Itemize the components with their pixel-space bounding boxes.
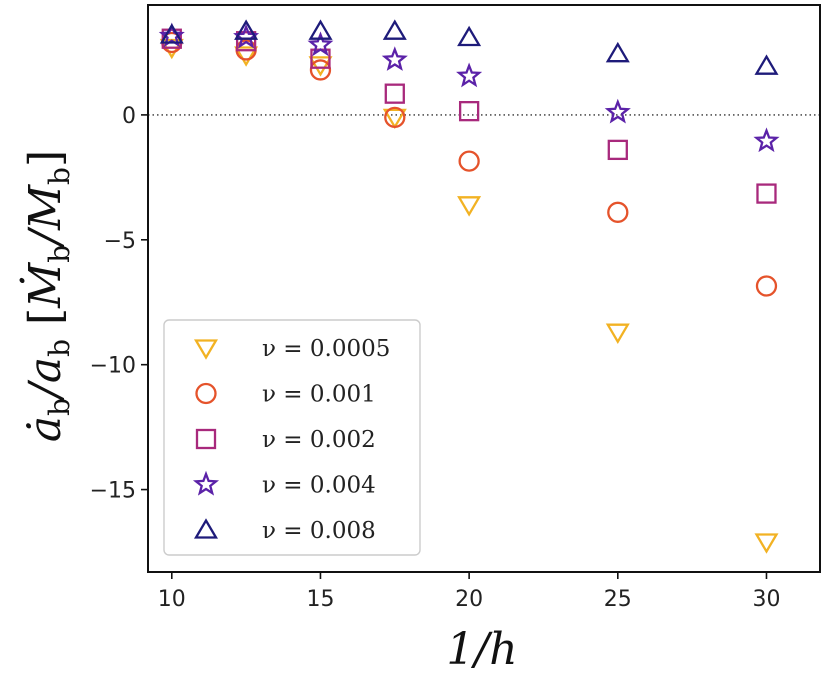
series-2 bbox=[161, 31, 778, 297]
x-tick-label: 10 bbox=[158, 587, 186, 612]
data-point bbox=[382, 19, 407, 40]
data-point bbox=[605, 41, 630, 63]
data-point bbox=[159, 23, 184, 44]
x-tick-label: 25 bbox=[604, 587, 632, 612]
legend-label: ν = 0.002 bbox=[262, 427, 376, 453]
data-point bbox=[755, 275, 778, 297]
series-1 bbox=[159, 38, 779, 554]
data-point bbox=[308, 19, 333, 40]
legend-entry: ν = 0.002 bbox=[195, 427, 376, 453]
data-point bbox=[753, 127, 780, 153]
x-tick-label: 15 bbox=[306, 587, 334, 612]
legend-marker bbox=[192, 470, 220, 496]
legend-label: ν = 0.008 bbox=[262, 518, 376, 544]
data-point bbox=[607, 139, 628, 161]
data-point bbox=[605, 323, 630, 344]
plot-frame bbox=[147, 4, 821, 573]
y-tick-label: 0 bbox=[122, 104, 136, 129]
x-axis-title: 1/h bbox=[446, 624, 517, 673]
data-point bbox=[756, 183, 777, 204]
legend-entry: ν = 0.0005 bbox=[193, 336, 390, 362]
axes: 10 15 20 25 30 0 −5 −10 −15 bbox=[90, 4, 821, 612]
legend-marker bbox=[193, 339, 219, 360]
data-point bbox=[308, 56, 333, 77]
data-point bbox=[457, 25, 482, 47]
svg-text:ȧb/ab [Ṁb/Mb]: ȧb/ab [Ṁb/Mb] bbox=[18, 150, 76, 442]
data-point bbox=[307, 31, 334, 57]
data-point bbox=[381, 46, 408, 71]
legend-label: ν = 0.004 bbox=[262, 473, 376, 499]
series-5 bbox=[159, 19, 779, 75]
data-point bbox=[384, 83, 405, 104]
data-point bbox=[309, 59, 332, 81]
x-tick-label: 20 bbox=[455, 587, 483, 612]
y-axis-title: ȧb/ab [Ṁb/Mb] bbox=[18, 150, 76, 442]
legend-marker bbox=[193, 518, 219, 539]
y-tick-label: −15 bbox=[90, 479, 136, 504]
legend-entry: ν = 0.004 bbox=[192, 470, 376, 499]
legend-marker bbox=[195, 428, 217, 450]
legend-label: ν = 0.0005 bbox=[262, 336, 390, 362]
legend-label: ν = 0.001 bbox=[262, 382, 376, 408]
data-point bbox=[234, 46, 259, 67]
legend: ν = 0.0005 ν = 0.001 ν = 0.002 ν = 0.004 ν =… bbox=[163, 319, 421, 556]
legend-marker bbox=[195, 382, 217, 405]
data-point bbox=[457, 196, 482, 217]
legend-entry: ν = 0.008 bbox=[193, 518, 376, 544]
data-point bbox=[607, 201, 629, 223]
legend-box bbox=[163, 319, 421, 556]
y-tick-label: −10 bbox=[90, 354, 136, 379]
x-tick-label: 30 bbox=[752, 587, 780, 612]
data-point bbox=[456, 62, 483, 88]
data-point bbox=[754, 54, 779, 75]
plot-area bbox=[148, 19, 820, 554]
data-point bbox=[382, 108, 407, 130]
data-point bbox=[158, 22, 185, 48]
data-point bbox=[458, 150, 480, 172]
y-tick-label: −5 bbox=[104, 229, 136, 254]
data-point bbox=[754, 533, 779, 554]
data-point bbox=[458, 101, 480, 122]
data-point bbox=[604, 98, 631, 124]
data-point bbox=[234, 19, 259, 40]
data-point bbox=[235, 31, 257, 52]
legend-entry: ν = 0.001 bbox=[195, 382, 376, 408]
data-point bbox=[384, 106, 406, 129]
